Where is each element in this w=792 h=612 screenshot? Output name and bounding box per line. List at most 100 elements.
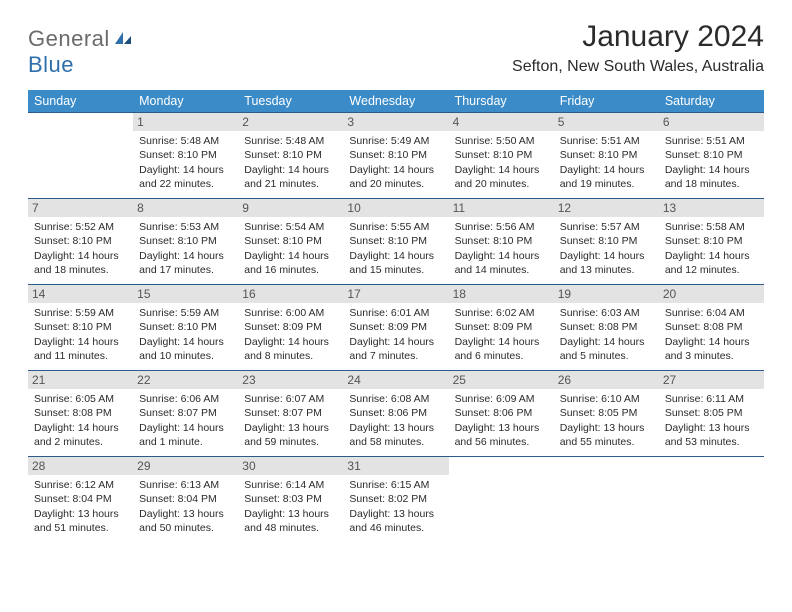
- logo-text-1: General: [28, 26, 110, 51]
- daylight-text-1: Daylight: 13 hours: [139, 507, 232, 521]
- sunset-text: Sunset: 8:09 PM: [349, 320, 442, 334]
- calendar-day-cell: 28Sunrise: 6:12 AMSunset: 8:04 PMDayligh…: [28, 457, 133, 543]
- sunrise-text: Sunrise: 5:54 AM: [244, 220, 337, 234]
- sunrise-text: Sunrise: 5:48 AM: [244, 134, 337, 148]
- sunrise-text: Sunrise: 6:08 AM: [349, 392, 442, 406]
- calendar-day-cell: 21Sunrise: 6:05 AMSunset: 8:08 PMDayligh…: [28, 371, 133, 457]
- calendar-table: SundayMondayTuesdayWednesdayThursdayFrid…: [28, 90, 764, 542]
- day-number: 12: [554, 199, 659, 217]
- daylight-text-1: Daylight: 14 hours: [34, 249, 127, 263]
- day-number: 1: [133, 113, 238, 131]
- daylight-text-1: Daylight: 14 hours: [455, 163, 548, 177]
- calendar-day-cell: 14Sunrise: 5:59 AMSunset: 8:10 PMDayligh…: [28, 285, 133, 371]
- day-number: 22: [133, 371, 238, 389]
- day-header: Monday: [133, 90, 238, 113]
- calendar-day-cell: 11Sunrise: 5:56 AMSunset: 8:10 PMDayligh…: [449, 199, 554, 285]
- calendar-day-cell: 19Sunrise: 6:03 AMSunset: 8:08 PMDayligh…: [554, 285, 659, 371]
- sunrise-text: Sunrise: 5:48 AM: [139, 134, 232, 148]
- daylight-text-2: and 8 minutes.: [244, 349, 337, 363]
- sunset-text: Sunset: 8:07 PM: [139, 406, 232, 420]
- calendar-body: 1Sunrise: 5:48 AMSunset: 8:10 PMDaylight…: [28, 113, 764, 543]
- sunset-text: Sunset: 8:10 PM: [349, 234, 442, 248]
- sunrise-text: Sunrise: 5:50 AM: [455, 134, 548, 148]
- logo-sail-icon: [113, 26, 133, 51]
- daylight-text-2: and 56 minutes.: [455, 435, 548, 449]
- title-block: January 2024 Sefton, New South Wales, Au…: [512, 20, 764, 76]
- calendar-day-cell: 25Sunrise: 6:09 AMSunset: 8:06 PMDayligh…: [449, 371, 554, 457]
- daylight-text-2: and 5 minutes.: [560, 349, 653, 363]
- calendar-day-cell: 26Sunrise: 6:10 AMSunset: 8:05 PMDayligh…: [554, 371, 659, 457]
- daylight-text-1: Daylight: 13 hours: [560, 421, 653, 435]
- daylight-text-2: and 22 minutes.: [139, 177, 232, 191]
- daylight-text-1: Daylight: 14 hours: [34, 335, 127, 349]
- day-number: 26: [554, 371, 659, 389]
- daylight-text-2: and 46 minutes.: [349, 521, 442, 535]
- day-number: 19: [554, 285, 659, 303]
- daylight-text-1: Daylight: 13 hours: [244, 507, 337, 521]
- sunset-text: Sunset: 8:02 PM: [349, 492, 442, 506]
- sunrise-text: Sunrise: 5:59 AM: [34, 306, 127, 320]
- calendar-day-cell: 7Sunrise: 5:52 AMSunset: 8:10 PMDaylight…: [28, 199, 133, 285]
- sunrise-text: Sunrise: 6:07 AM: [244, 392, 337, 406]
- daylight-text-1: Daylight: 14 hours: [560, 163, 653, 177]
- daylight-text-2: and 14 minutes.: [455, 263, 548, 277]
- sunset-text: Sunset: 8:10 PM: [349, 148, 442, 162]
- daylight-text-2: and 11 minutes.: [34, 349, 127, 363]
- logo-text: GeneralBlue: [28, 26, 133, 78]
- sunrise-text: Sunrise: 6:06 AM: [139, 392, 232, 406]
- daylight-text-1: Daylight: 14 hours: [665, 249, 758, 263]
- daylight-text-1: Daylight: 13 hours: [244, 421, 337, 435]
- sunset-text: Sunset: 8:10 PM: [244, 148, 337, 162]
- daylight-text-2: and 17 minutes.: [139, 263, 232, 277]
- daylight-text-1: Daylight: 14 hours: [139, 335, 232, 349]
- sunrise-text: Sunrise: 5:55 AM: [349, 220, 442, 234]
- calendar-day-cell: 3Sunrise: 5:49 AMSunset: 8:10 PMDaylight…: [343, 113, 448, 199]
- sunrise-text: Sunrise: 6:12 AM: [34, 478, 127, 492]
- sunset-text: Sunset: 8:05 PM: [560, 406, 653, 420]
- daylight-text-2: and 16 minutes.: [244, 263, 337, 277]
- daylight-text-2: and 58 minutes.: [349, 435, 442, 449]
- calendar-day-cell: [449, 457, 554, 543]
- day-number: 7: [28, 199, 133, 217]
- sunset-text: Sunset: 8:07 PM: [244, 406, 337, 420]
- daylight-text-1: Daylight: 14 hours: [139, 163, 232, 177]
- daylight-text-1: Daylight: 14 hours: [665, 335, 758, 349]
- day-number: 10: [343, 199, 448, 217]
- daylight-text-2: and 50 minutes.: [139, 521, 232, 535]
- sunset-text: Sunset: 8:06 PM: [455, 406, 548, 420]
- sunrise-text: Sunrise: 6:14 AM: [244, 478, 337, 492]
- sunset-text: Sunset: 8:10 PM: [139, 320, 232, 334]
- daylight-text-2: and 55 minutes.: [560, 435, 653, 449]
- day-number: 14: [28, 285, 133, 303]
- daylight-text-1: Daylight: 14 hours: [244, 249, 337, 263]
- calendar-day-cell: 9 Sunrise: 5:54 AMSunset: 8:10 PMDaylight…: [238, 199, 343, 285]
- daylight-text-1: Daylight: 14 hours: [244, 335, 337, 349]
- day-header-row: SundayMondayTuesdayWednesdayThursdayFrid…: [28, 90, 764, 113]
- calendar-page: GeneralBlue January 2024 Sefton, New Sou…: [0, 0, 792, 562]
- sunrise-text: Sunrise: 6:01 AM: [349, 306, 442, 320]
- sunset-text: Sunset: 8:08 PM: [665, 320, 758, 334]
- day-number: 16: [238, 285, 343, 303]
- calendar-day-cell: 22Sunrise: 6:06 AMSunset: 8:07 PMDayligh…: [133, 371, 238, 457]
- daylight-text-2: and 2 minutes.: [34, 435, 127, 449]
- sunrise-text: Sunrise: 6:03 AM: [560, 306, 653, 320]
- day-number: 15: [133, 285, 238, 303]
- daylight-text-2: and 7 minutes.: [349, 349, 442, 363]
- day-number: 9: [238, 199, 343, 217]
- sunset-text: Sunset: 8:10 PM: [665, 234, 758, 248]
- location-text: Sefton, New South Wales, Australia: [512, 58, 764, 76]
- daylight-text-2: and 59 minutes.: [244, 435, 337, 449]
- sunset-text: Sunset: 8:08 PM: [34, 406, 127, 420]
- calendar-week-row: 28Sunrise: 6:12 AMSunset: 8:04 PMDayligh…: [28, 457, 764, 543]
- calendar-week-row: 21Sunrise: 6:05 AMSunset: 8:08 PMDayligh…: [28, 371, 764, 457]
- sunset-text: Sunset: 8:10 PM: [244, 234, 337, 248]
- day-header: Saturday: [659, 90, 764, 113]
- calendar-week-row: 1Sunrise: 5:48 AMSunset: 8:10 PMDaylight…: [28, 113, 764, 199]
- calendar-day-cell: 12Sunrise: 5:57 AMSunset: 8:10 PMDayligh…: [554, 199, 659, 285]
- sunrise-text: Sunrise: 6:09 AM: [455, 392, 548, 406]
- daylight-text-2: and 19 minutes.: [560, 177, 653, 191]
- daylight-text-2: and 1 minute.: [139, 435, 232, 449]
- day-number: 21: [28, 371, 133, 389]
- day-number: 24: [343, 371, 448, 389]
- calendar-day-cell: 20Sunrise: 6:04 AMSunset: 8:08 PMDayligh…: [659, 285, 764, 371]
